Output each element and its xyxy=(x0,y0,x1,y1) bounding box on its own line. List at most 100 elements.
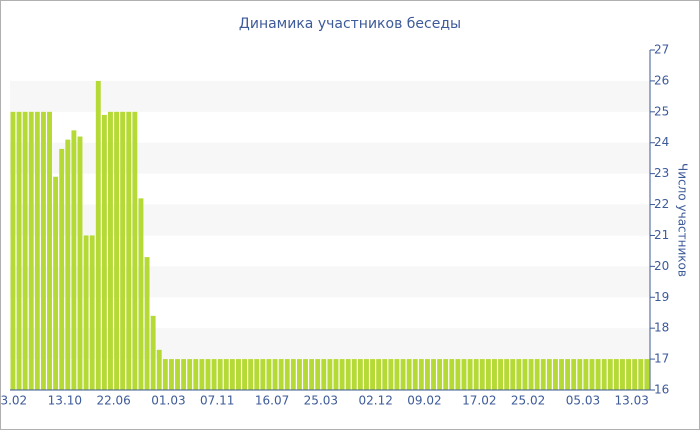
x-tick-label: 07.11 xyxy=(200,394,234,408)
bar xyxy=(479,359,485,390)
bar xyxy=(327,359,333,390)
y-tick-label: 26 xyxy=(654,73,669,87)
bar xyxy=(589,359,595,390)
bar xyxy=(522,359,528,390)
bar xyxy=(248,359,254,390)
bar xyxy=(187,359,193,390)
bar xyxy=(552,359,558,390)
bar xyxy=(412,359,418,390)
bar xyxy=(120,111,126,391)
bar xyxy=(40,111,46,391)
bar xyxy=(260,359,266,390)
bar xyxy=(321,359,327,390)
bar xyxy=(10,111,16,391)
bar xyxy=(108,111,113,391)
bar xyxy=(424,359,430,390)
bar xyxy=(443,359,449,390)
grid-band xyxy=(10,80,650,112)
bar xyxy=(211,359,217,390)
bar xyxy=(382,359,388,390)
y-tick-label: 19 xyxy=(654,290,669,304)
bar xyxy=(583,359,589,390)
bar xyxy=(455,359,461,390)
bar xyxy=(516,359,522,390)
bar xyxy=(565,359,571,390)
y-tick-label: 24 xyxy=(654,135,669,149)
bar xyxy=(156,349,162,390)
x-tick-label: 25.03 xyxy=(304,394,338,408)
bar xyxy=(150,315,156,390)
bar xyxy=(229,359,235,390)
y-tick-label: 18 xyxy=(654,321,669,335)
bar xyxy=(534,359,540,390)
bar xyxy=(95,80,101,390)
bar xyxy=(278,359,284,390)
bar xyxy=(492,359,497,390)
y-tick-label: 22 xyxy=(654,197,669,211)
bar xyxy=(357,359,363,390)
y-axis-label: Число участников xyxy=(676,163,690,277)
bar xyxy=(59,148,65,390)
x-tick-label: 02.12 xyxy=(359,394,393,408)
bar xyxy=(193,359,199,390)
bar xyxy=(236,359,241,390)
bar xyxy=(577,359,583,390)
bar xyxy=(400,359,406,390)
bar xyxy=(101,114,107,390)
bar xyxy=(339,359,345,390)
bar xyxy=(47,111,52,391)
bar xyxy=(315,359,321,390)
bar xyxy=(504,359,510,390)
bar xyxy=(162,359,168,390)
bar xyxy=(546,359,552,390)
bar xyxy=(199,359,205,390)
bar xyxy=(394,359,400,390)
y-tick-label: 20 xyxy=(654,259,669,273)
bar xyxy=(309,359,315,390)
bar xyxy=(638,359,644,390)
bar xyxy=(296,359,302,390)
bar xyxy=(613,359,619,390)
bar xyxy=(242,359,248,390)
bar xyxy=(473,359,479,390)
bar xyxy=(144,257,150,390)
bar xyxy=(388,359,394,390)
bar xyxy=(138,198,144,390)
bar xyxy=(498,359,504,390)
x-tick-label: 05.03 xyxy=(566,394,600,408)
bar xyxy=(467,359,473,390)
y-tick-label: 23 xyxy=(654,166,669,180)
bar xyxy=(290,359,296,390)
bar xyxy=(266,359,272,390)
bar xyxy=(370,359,376,390)
bar xyxy=(644,359,650,390)
bar xyxy=(65,139,71,390)
bar xyxy=(83,235,89,390)
bar xyxy=(303,359,308,390)
bar xyxy=(559,359,564,390)
bar xyxy=(71,130,77,390)
bar xyxy=(364,359,369,390)
bar xyxy=(345,359,351,390)
bar xyxy=(16,111,22,391)
bar xyxy=(431,359,436,390)
x-tick-label: 03.02 xyxy=(0,394,27,408)
bar xyxy=(540,359,546,390)
bar xyxy=(485,359,491,390)
x-tick-label: 25.02 xyxy=(511,394,545,408)
bar xyxy=(333,359,339,390)
bar xyxy=(510,359,516,390)
chart-title: Динамика участников беседы xyxy=(239,16,461,32)
bar xyxy=(254,359,260,390)
bar xyxy=(626,359,632,390)
bar xyxy=(571,359,577,390)
bar xyxy=(22,111,28,391)
y-tick-label: 27 xyxy=(654,43,669,57)
bar xyxy=(632,359,638,390)
bar xyxy=(620,359,625,390)
bar xyxy=(461,359,467,390)
bar xyxy=(595,359,601,390)
x-tick-label: 22.06 xyxy=(96,394,130,408)
y-tick-label: 17 xyxy=(654,352,669,366)
bar xyxy=(607,359,613,390)
